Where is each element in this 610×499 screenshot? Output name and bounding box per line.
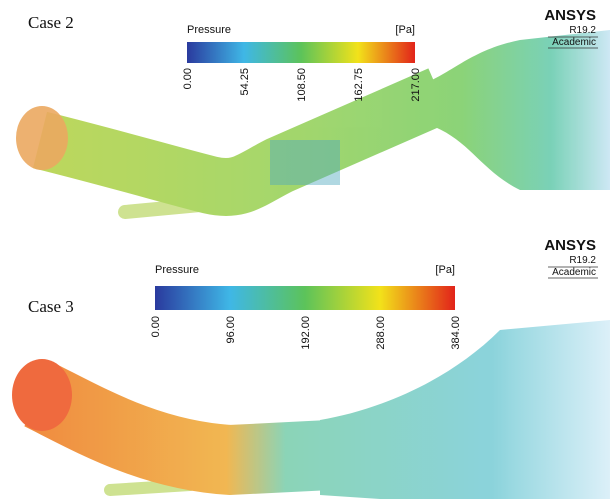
colorbar-tick-label: 192.00: [300, 316, 312, 350]
case-label: Case 2: [28, 13, 74, 32]
logo-brand: ANSYS: [544, 7, 596, 24]
logo-license: Academic: [552, 37, 596, 48]
logo-license: Academic: [552, 267, 596, 278]
colorbar-tick-label: 0.00: [182, 68, 194, 89]
colorbar-tick-label: 162.75: [353, 68, 365, 102]
colorbar-tick-label: 96.00: [225, 316, 237, 344]
legend-unit: [Pa]: [395, 24, 415, 36]
legend-title: Pressure: [155, 264, 199, 276]
logo-version: R19.2: [569, 25, 596, 36]
logo-brand: ANSYS: [544, 237, 596, 254]
colorbar-tick-label: 384.00: [450, 316, 462, 350]
colorbar-tick-label: 0.00: [150, 316, 162, 337]
logo-version: R19.2: [569, 255, 596, 266]
colorbar-tick-label: 108.50: [296, 68, 308, 102]
colorbar-tick-label: 288.00: [375, 316, 387, 350]
colorbar: [187, 42, 415, 63]
case-label: Case 3: [28, 297, 74, 316]
legend-unit: [Pa]: [435, 264, 455, 276]
legend-title: Pressure: [187, 24, 231, 36]
figure: Case 2 Pressure [Pa] ANSYS R19.2 Academi…: [0, 0, 610, 499]
colorbar-tick-label: 54.25: [239, 68, 251, 96]
colorbar: [155, 286, 455, 310]
colorbar-tick-label: 217.00: [410, 68, 422, 102]
